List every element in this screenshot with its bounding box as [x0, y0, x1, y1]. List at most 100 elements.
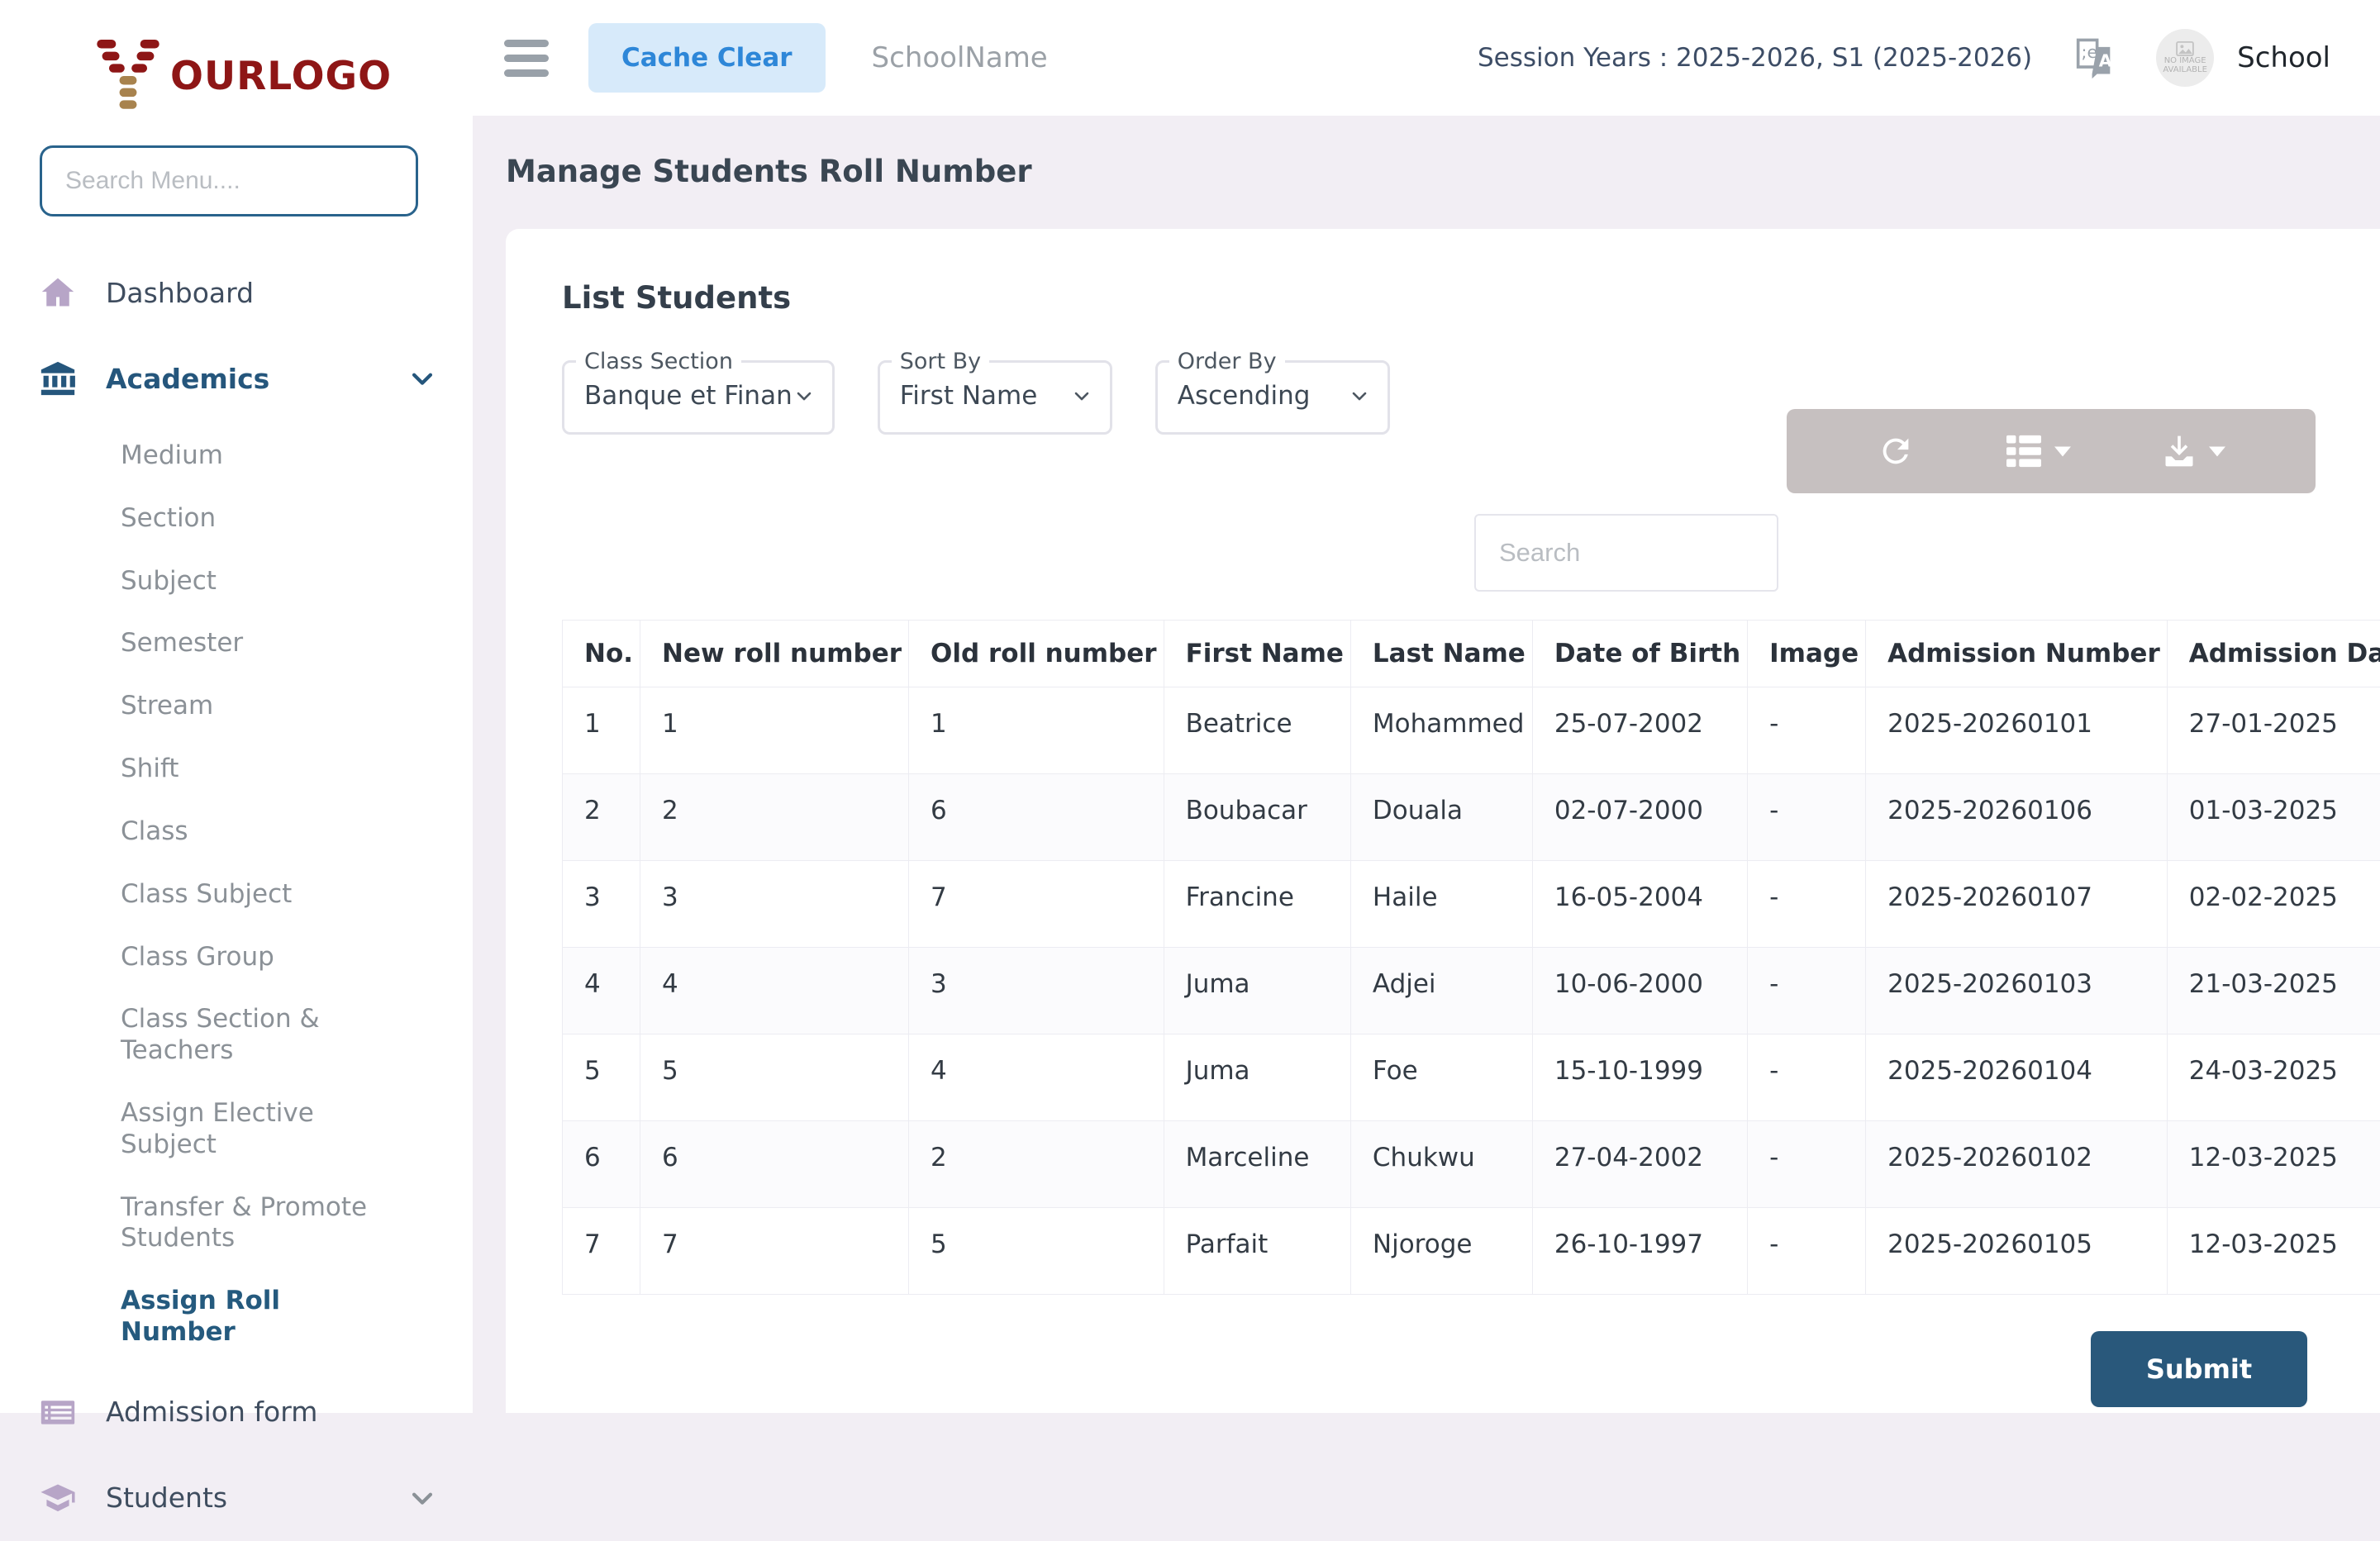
cell-first-name: Francine	[1164, 861, 1350, 948]
cell-old-roll-number: 3	[909, 948, 1164, 1034]
cell-admission-date: 12-03-2025	[2167, 1121, 2380, 1208]
sidebar-subitem[interactable]: Assign Roll Number	[121, 1270, 402, 1364]
refresh-button[interactable]	[1877, 432, 1915, 470]
sidebar-subitem[interactable]: Semester	[121, 612, 402, 675]
user-menu[interactable]: NO IMAGE AVAILABLE School	[2156, 29, 2330, 87]
sidebar-subitem[interactable]: Class Section & Teachers	[121, 988, 402, 1082]
svg-text:A: A	[2099, 50, 2112, 70]
sidebar-subitem[interactable]: Transfer & Promote Students	[121, 1177, 402, 1271]
order-by-label: Order By	[1169, 349, 1285, 374]
sidebar-item-label: Admission form	[106, 1396, 317, 1428]
cell-old-roll-number: 7	[909, 861, 1164, 948]
order-by-select[interactable]: Order By Ascending	[1155, 349, 1390, 435]
cell-old-roll-number: 6	[909, 774, 1164, 861]
cell-first-name: Beatrice	[1164, 687, 1350, 774]
column-header: Image	[1748, 621, 1866, 687]
logo-text: OURLOGO	[170, 54, 392, 99]
cell-image: -	[1748, 687, 1866, 774]
cell-old-roll-number: 5	[909, 1208, 1164, 1295]
academics-submenu: Medium Section Subject Semester Stream S…	[0, 421, 473, 1369]
cell-date-of-birth: 16-05-2004	[1532, 861, 1747, 948]
cell-admission-date: 24-03-2025	[2167, 1034, 2380, 1121]
sidebar-item-academics[interactable]: Academics	[0, 335, 473, 421]
cell-image: -	[1748, 948, 1866, 1034]
bank-icon	[40, 360, 76, 397]
sidebar-subitem[interactable]: Medium	[121, 425, 402, 488]
table-row: 7 7 5 Parfait Njoroge 26-10-1997 - 2025-…	[563, 1208, 2380, 1295]
language-button[interactable]: ;e A	[2070, 33, 2118, 83]
graduation-cap-icon	[40, 1480, 76, 1516]
cell-no: 2	[563, 774, 640, 861]
columns-button[interactable]	[2005, 434, 2071, 468]
download-icon	[2161, 433, 2197, 469]
session-years-text: Session Years : 2025-2026, S1 (2025-2026…	[1478, 43, 2032, 73]
sidebar-subitem[interactable]: Class Subject	[121, 863, 402, 926]
home-icon	[40, 274, 76, 311]
cell-new-roll-number: 1	[640, 687, 909, 774]
sidebar-item-students[interactable]: Students	[0, 1455, 473, 1541]
topbar-right: Session Years : 2025-2026, S1 (2025-2026…	[1478, 29, 2380, 87]
sidebar-subitem[interactable]: Assign Elective Subject	[121, 1082, 402, 1177]
class-section-select[interactable]: Class Section Banque et Finan	[562, 349, 835, 435]
cell-new-roll-number: 6	[640, 1121, 909, 1208]
column-header: Admission Date	[2167, 621, 2380, 687]
cell-old-roll-number: 2	[909, 1121, 1164, 1208]
sidebar-toggle-button[interactable]	[499, 35, 554, 82]
list-students-card: List Students Class Section Banque et Fi…	[506, 229, 2380, 1413]
cell-old-roll-number: 1	[909, 687, 1164, 774]
cell-admission-date: 01-03-2025	[2167, 774, 2380, 861]
cell-admission-number: 2025-20260107	[1866, 861, 2168, 948]
table-row: 2 2 6 Boubacar Douala 02-07-2000 - 2025-…	[563, 774, 2380, 861]
table-list-icon	[2005, 434, 2043, 468]
logo[interactable]: OURLOGO	[0, 0, 473, 112]
sidebar-search-input[interactable]	[40, 145, 418, 216]
cell-first-name: Juma	[1164, 948, 1350, 1034]
cell-image: -	[1748, 1208, 1866, 1295]
sidebar-item-dashboard[interactable]: Dashboard	[0, 250, 473, 335]
cell-date-of-birth: 27-04-2002	[1532, 1121, 1747, 1208]
submit-row: Submit	[562, 1331, 2307, 1407]
cell-image: -	[1748, 1034, 1866, 1121]
column-header: Date of Birth	[1532, 621, 1747, 687]
sidebar-subitem[interactable]: Class Group	[121, 926, 402, 989]
sidebar-subitem[interactable]: Subject	[121, 550, 402, 613]
cell-last-name: Adjei	[1350, 948, 1532, 1034]
sidebar-subitem[interactable]: Shift	[121, 738, 402, 801]
topbar: Cache Clear SchoolName Session Years : 2…	[473, 0, 2380, 116]
chevron-down-icon	[408, 364, 436, 392]
sidebar-subitem[interactable]: Stream	[121, 675, 402, 738]
cell-image: -	[1748, 774, 1866, 861]
submit-button[interactable]: Submit	[2091, 1331, 2307, 1407]
cell-last-name: Haile	[1350, 861, 1532, 948]
sidebar-subitem[interactable]: Section	[121, 488, 402, 550]
table-search-input[interactable]	[1474, 514, 1778, 592]
cell-first-name: Parfait	[1164, 1208, 1350, 1295]
cell-last-name: Douala	[1350, 774, 1532, 861]
cell-no: 1	[563, 687, 640, 774]
cache-clear-button[interactable]: Cache Clear	[588, 23, 826, 93]
sort-by-label: Sort By	[892, 349, 989, 374]
main-content: Manage Students Roll Number List Student…	[473, 116, 2380, 1413]
column-header: Old roll number	[909, 621, 1164, 687]
cell-admission-date: 12-03-2025	[2167, 1208, 2380, 1295]
cell-first-name: Marceline	[1164, 1121, 1350, 1208]
chevron-down-icon	[1348, 384, 1371, 407]
card-title: List Students	[562, 280, 2307, 316]
column-header: Last Name	[1350, 621, 1532, 687]
caret-down-icon	[2209, 446, 2225, 457]
sort-by-select[interactable]: Sort By First Name	[878, 349, 1112, 435]
form-icon	[40, 1394, 76, 1430]
no-image-icon	[2176, 41, 2194, 56]
sidebar-subitem[interactable]: Class	[121, 801, 402, 863]
sidebar-item-admission-form[interactable]: Admission form	[0, 1369, 473, 1455]
chevron-down-icon	[408, 1484, 436, 1512]
cell-admission-number: 2025-20260106	[1866, 774, 2168, 861]
table-row: 5 5 4 Juma Foe 15-10-1999 - 2025-2026010…	[563, 1034, 2380, 1121]
cell-admission-date: 21-03-2025	[2167, 948, 2380, 1034]
cell-admission-number: 2025-20260105	[1866, 1208, 2168, 1295]
table-row: 4 4 3 Juma Adjei 10-06-2000 - 2025-20260…	[563, 948, 2380, 1034]
export-button[interactable]	[2161, 433, 2225, 469]
